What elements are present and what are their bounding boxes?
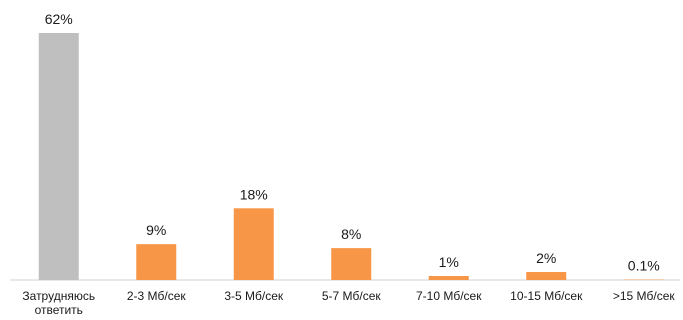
bar <box>331 248 372 280</box>
value-label: 1% <box>439 254 459 270</box>
category-label-line: Затрудняюсь <box>22 289 95 303</box>
category-label: 3-5 Мб/сек <box>224 289 284 303</box>
category-label: 5-7 Мб/сек <box>322 289 382 303</box>
category-label-line: 10-15 Мб/сек <box>510 289 583 303</box>
bar <box>38 33 79 280</box>
category-label: 10-15 Мб/сек <box>510 289 583 303</box>
category-label-line: 2-3 Мб/сек <box>127 289 187 303</box>
category-label: 7-10 Мб/сек <box>416 289 482 303</box>
value-label: 0.1% <box>628 258 660 274</box>
value-label: 18% <box>240 186 268 202</box>
value-label: 62% <box>45 11 73 27</box>
category-label-line: 5-7 Мб/сек <box>322 289 382 303</box>
category-label: 2-3 Мб/сек <box>127 289 187 303</box>
category-label: >15 Мб/сек <box>613 289 676 303</box>
category-label-line: 7-10 Мб/сек <box>416 289 482 303</box>
bar <box>526 272 567 280</box>
bar <box>428 276 469 280</box>
category-label-line: >15 Мб/сек <box>613 289 676 303</box>
value-label: 2% <box>536 250 556 266</box>
bar <box>233 208 274 280</box>
value-label: 9% <box>146 222 166 238</box>
category-label-line: 3-5 Мб/сек <box>224 289 284 303</box>
value-label: 8% <box>341 226 361 242</box>
category-label: Затрудняюсь ответить <box>22 289 95 317</box>
category-label-line: ответить <box>35 303 83 317</box>
bar <box>136 244 177 280</box>
